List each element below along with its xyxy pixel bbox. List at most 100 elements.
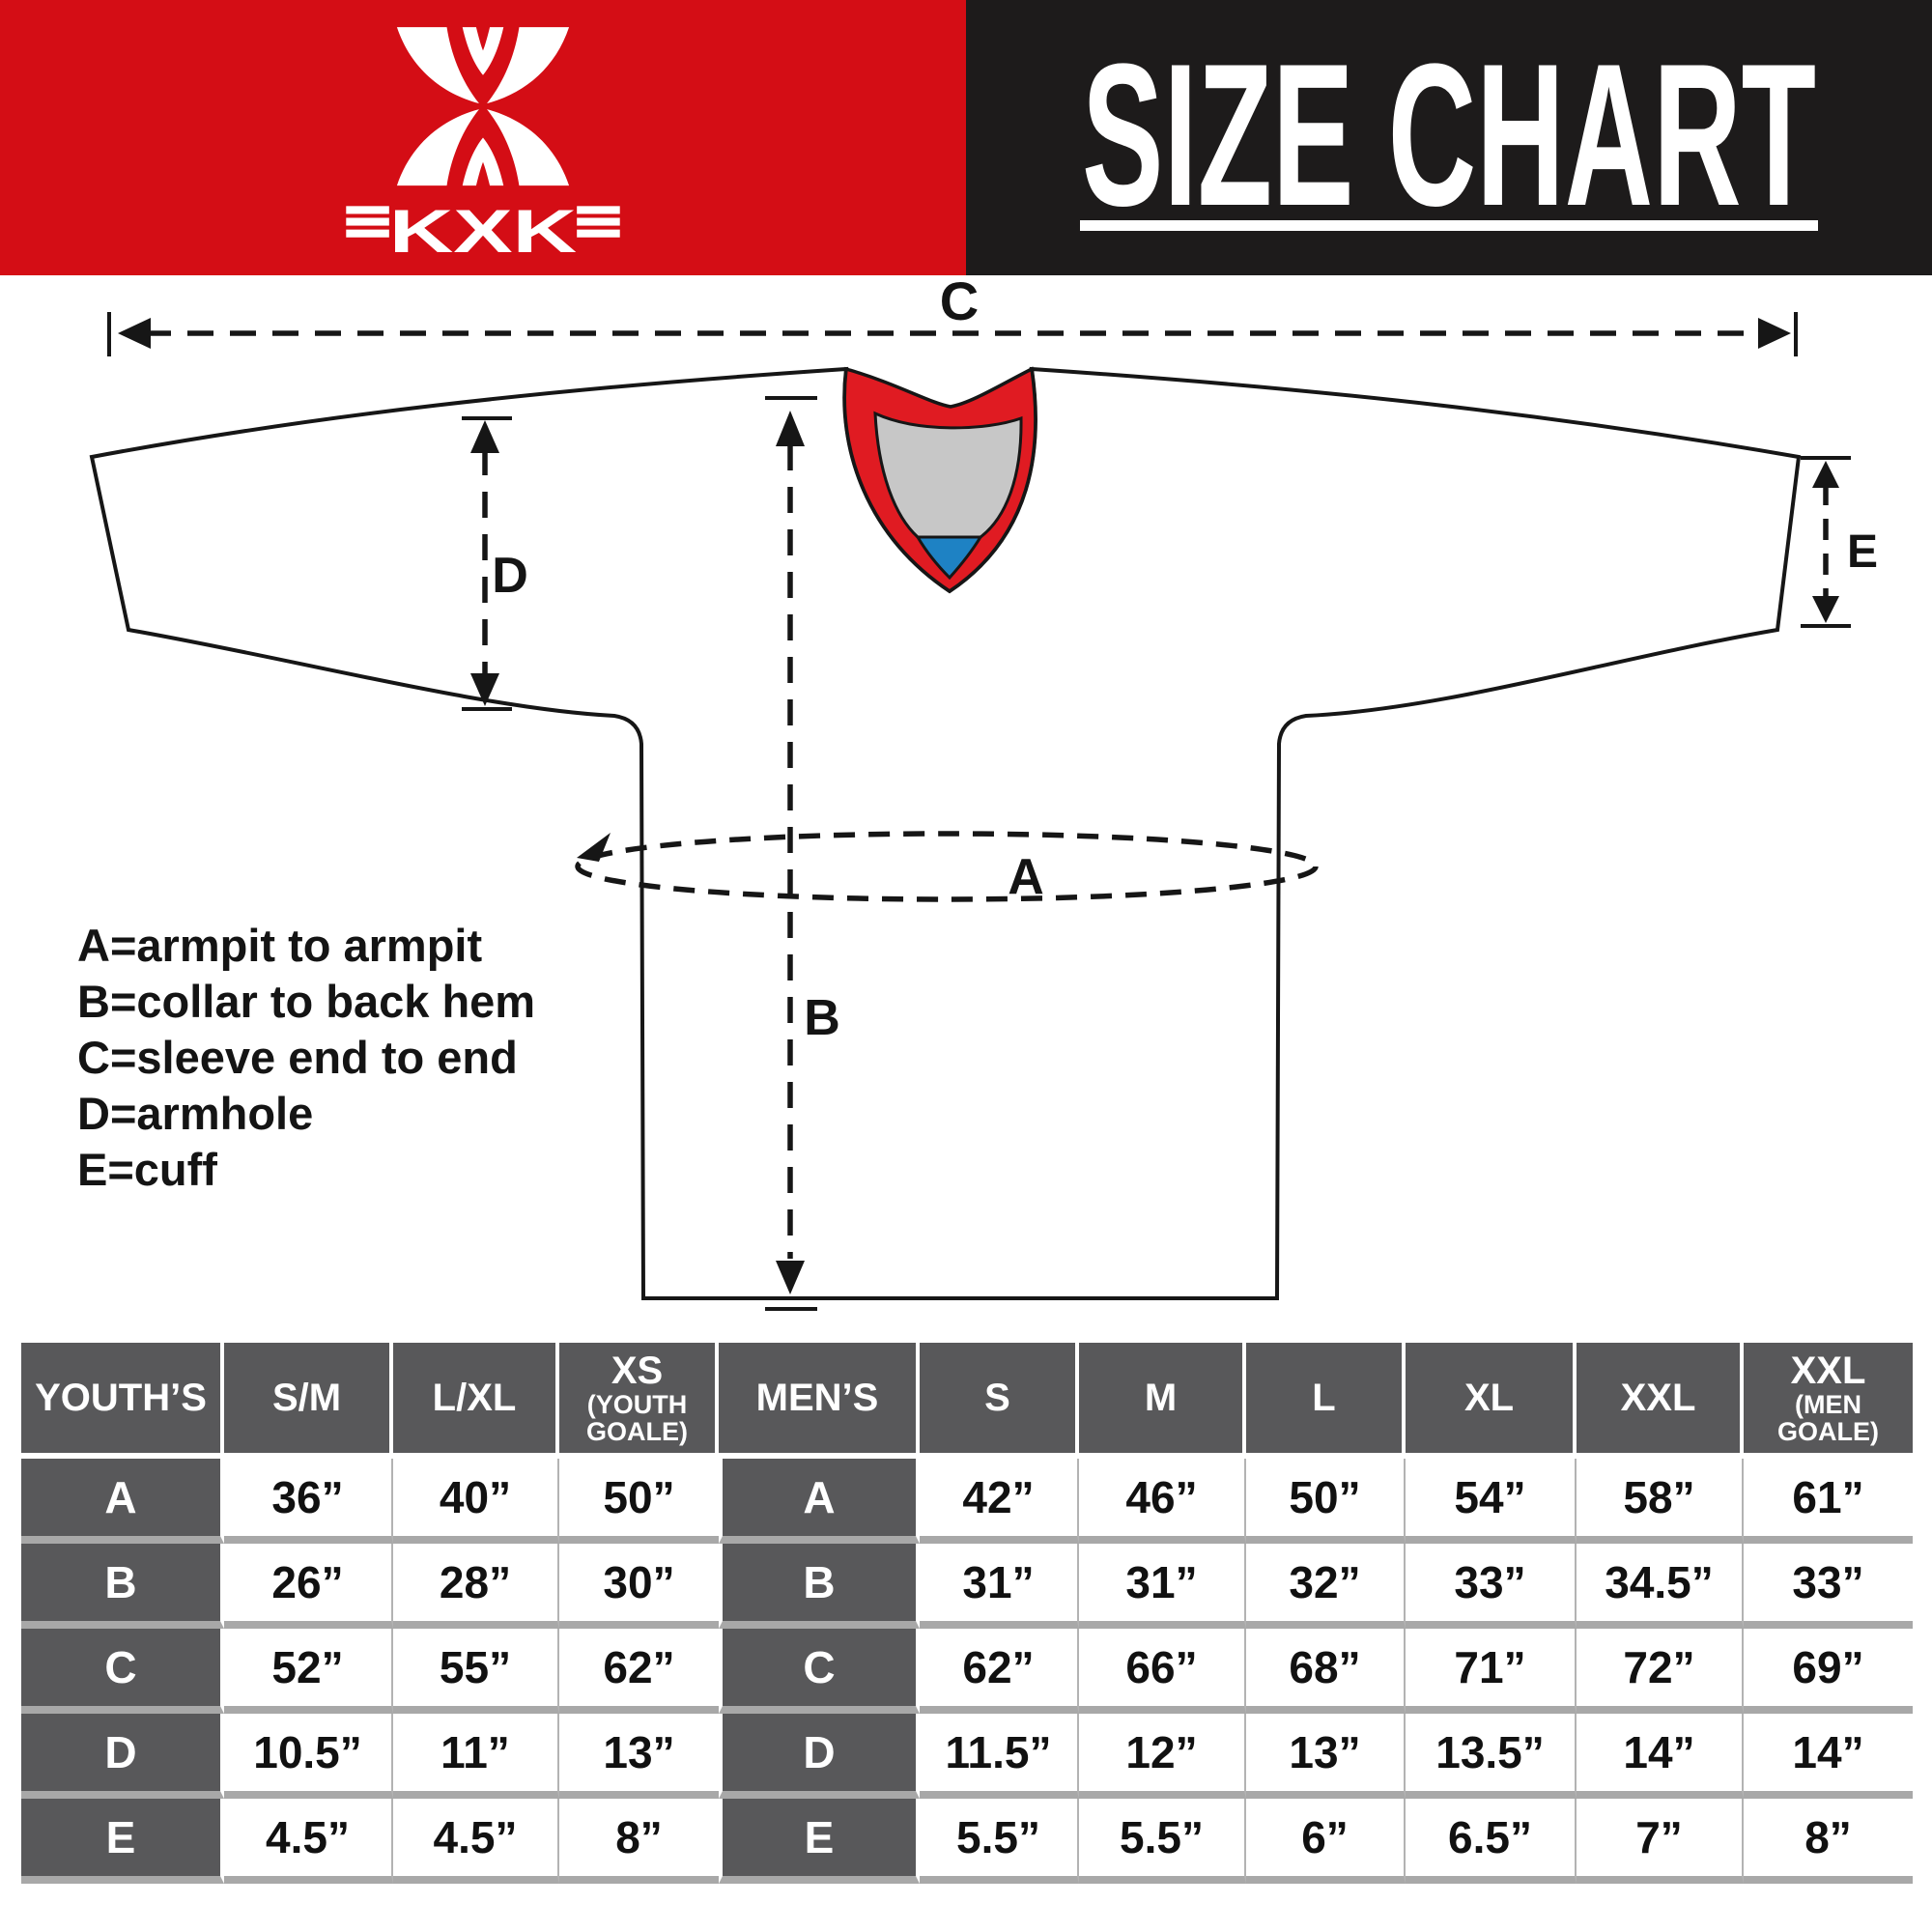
size-cell-0-7: 50” — [1246, 1459, 1406, 1544]
size-cell-0-1: 36” — [224, 1459, 393, 1544]
size-cell-0-2: 40” — [393, 1459, 559, 1544]
size-cell-3-8: 13.5” — [1406, 1714, 1577, 1799]
size-cell-0-5: 42” — [920, 1459, 1079, 1544]
col-header-label: MEN’S — [755, 1377, 879, 1419]
size-cell-4-10: 8” — [1744, 1799, 1913, 1884]
col-header-8: XL — [1406, 1343, 1577, 1459]
col-header-label: M — [1144, 1377, 1178, 1419]
size-cell-3-3: 13” — [559, 1714, 719, 1799]
size-cell-2-5: 62” — [920, 1629, 1079, 1714]
size-cell-4-1: 4.5” — [224, 1799, 393, 1884]
size-cell-2-10: 69” — [1744, 1629, 1913, 1714]
size-cell-4-7: 6” — [1246, 1799, 1406, 1884]
size-cell-1-2: 28” — [393, 1544, 559, 1629]
row-label-a: A — [21, 1459, 224, 1544]
measure-label-d: D — [492, 548, 528, 604]
collar-blue-insert — [915, 535, 983, 581]
size-cell-0-8: 54” — [1406, 1459, 1577, 1544]
size-table: YOUTH’S S/M L/XL XS (YOUTH GOALE) MEN’S S M L XL X… — [21, 1343, 1913, 1884]
brand-name: KXK — [389, 198, 577, 259]
col-header-label: S — [984, 1377, 1010, 1419]
size-cell-3-9: 14” — [1577, 1714, 1744, 1799]
kxk-logo-icon: KXK — [346, 27, 620, 259]
col-header-7: L — [1246, 1343, 1406, 1459]
size-cell-4-8: 6.5” — [1406, 1799, 1577, 1884]
legend-line-b: B=collar to back hem — [77, 976, 536, 1027]
size-cell-2-2: 55” — [393, 1629, 559, 1714]
header-brand-panel: KXK — [0, 0, 966, 275]
row-label-e: E — [719, 1799, 920, 1884]
col-header-label: S/M — [271, 1377, 342, 1419]
size-cell-1-9: 34.5” — [1577, 1544, 1744, 1629]
legend-line-d: D=armhole — [77, 1088, 314, 1139]
measure-label-e: E — [1847, 526, 1878, 578]
size-cell-2-1: 52” — [224, 1629, 393, 1714]
size-cell-3-6: 12” — [1079, 1714, 1246, 1799]
col-header-label: XL — [1463, 1377, 1515, 1419]
measure-ticks — [107, 312, 1851, 1311]
size-cell-2-8: 71” — [1406, 1629, 1577, 1714]
size-cell-3-10: 14” — [1744, 1714, 1913, 1799]
row-label-b: B — [21, 1544, 224, 1629]
col-header-4: MEN’S — [719, 1343, 920, 1459]
size-cell-1-6: 31” — [1079, 1544, 1246, 1629]
size-cell-0-3: 50” — [559, 1459, 719, 1544]
size-cell-1-3: 30” — [559, 1544, 719, 1629]
jersey-diagram: C D B A E — [89, 275, 1878, 1311]
row-label-c: C — [21, 1629, 224, 1714]
col-header-5: S — [920, 1343, 1079, 1459]
col-header-sublabel: (MEN GOALE) — [1777, 1389, 1879, 1446]
legend-line-a: A=armpit to armpit — [77, 920, 483, 971]
size-cell-1-1: 26” — [224, 1544, 393, 1629]
arrow-heads — [118, 318, 1839, 1294]
title-underline — [1080, 220, 1818, 231]
measurement-legend: A=armpit to armpit B=collar to back hem … — [77, 918, 535, 1198]
measure-label-b: B — [804, 990, 840, 1046]
size-cell-4-9: 7” — [1577, 1799, 1744, 1884]
size-cell-0-9: 58” — [1577, 1459, 1744, 1544]
row-label-b: B — [719, 1544, 920, 1629]
row-label-c: C — [719, 1629, 920, 1714]
page-title: SIZE CHART — [1082, 21, 1816, 248]
col-header-sublabel: (YOUTH GOALE) — [586, 1389, 688, 1446]
size-cell-0-6: 46” — [1079, 1459, 1246, 1544]
header-title-panel: SIZE CHART — [966, 0, 1932, 275]
legend-line-e: E=cuff — [77, 1144, 217, 1195]
size-cell-1-8: 33” — [1406, 1544, 1577, 1629]
size-cell-2-9: 72” — [1577, 1629, 1744, 1714]
measure-ellipse-a — [575, 831, 1319, 902]
row-label-e: E — [21, 1799, 224, 1884]
size-cell-1-10: 33” — [1744, 1544, 1913, 1629]
size-cell-3-2: 11” — [393, 1714, 559, 1799]
col-header-label: L — [1312, 1377, 1336, 1419]
col-header-2: L/XL — [393, 1343, 559, 1459]
size-cell-4-5: 5.5” — [920, 1799, 1079, 1884]
measure-label-a: A — [1008, 849, 1044, 905]
size-cell-3-1: 10.5” — [224, 1714, 393, 1799]
size-cell-1-5: 31” — [920, 1544, 1079, 1629]
row-label-d: D — [719, 1714, 920, 1799]
size-cell-4-3: 8” — [559, 1799, 719, 1884]
col-header-9: XXL — [1577, 1343, 1744, 1459]
size-cell-2-3: 62” — [559, 1629, 719, 1714]
col-header-3: XS (YOUTH GOALE) — [559, 1343, 719, 1459]
size-cell-1-7: 32” — [1246, 1544, 1406, 1629]
col-header-label: L/XL — [432, 1377, 517, 1419]
col-header-label: XS — [611, 1349, 664, 1392]
row-label-d: D — [21, 1714, 224, 1799]
col-header-0: YOUTH’S — [21, 1343, 224, 1459]
size-cell-0-10: 61” — [1744, 1459, 1913, 1544]
collar-inner-panel — [873, 411, 1023, 539]
size-cell-3-7: 13” — [1246, 1714, 1406, 1799]
col-header-label: XXL — [1620, 1377, 1696, 1419]
size-cell-4-6: 5.5” — [1079, 1799, 1246, 1884]
col-header-10: XXL (MEN GOALE) — [1744, 1343, 1913, 1459]
size-cell-2-7: 68” — [1246, 1629, 1406, 1714]
measure-label-c: C — [940, 275, 979, 331]
col-header-label: XXL — [1790, 1349, 1866, 1392]
row-label-a: A — [719, 1459, 920, 1544]
size-cell-4-2: 4.5” — [393, 1799, 559, 1884]
col-header-6: M — [1079, 1343, 1246, 1459]
size-cell-3-5: 11.5” — [920, 1714, 1079, 1799]
